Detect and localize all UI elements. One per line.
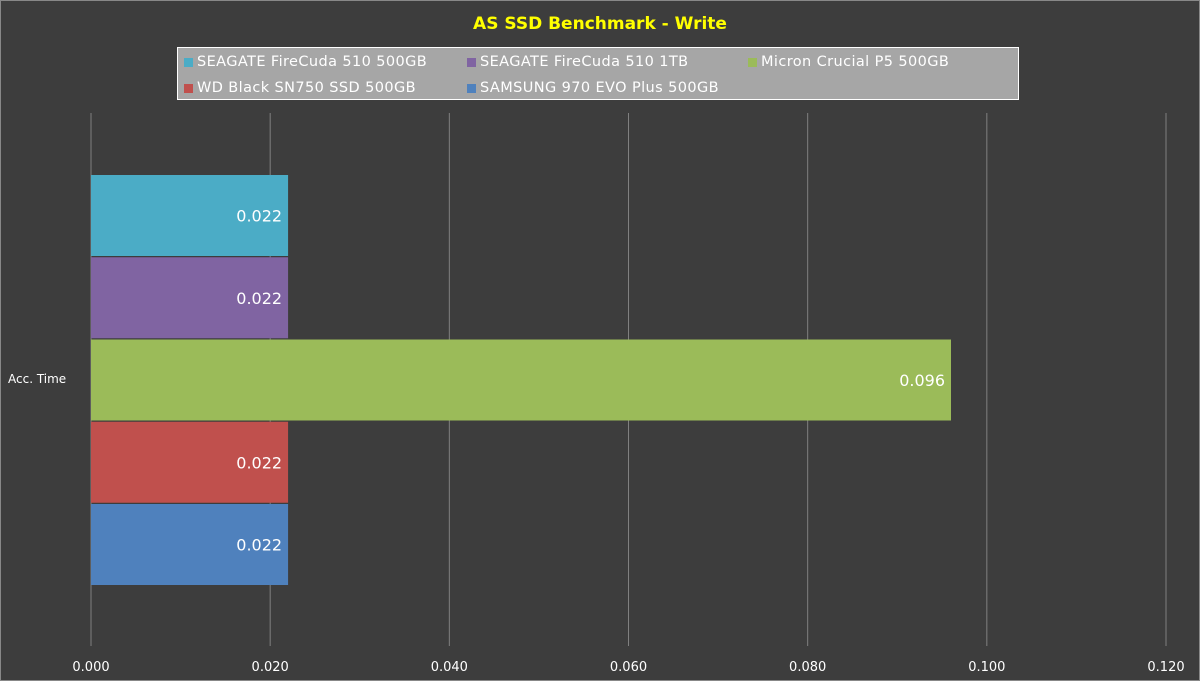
x-tick-label: 0.120 [1147, 660, 1184, 675]
x-tick-label: 0.060 [610, 660, 647, 675]
category-label: Acc. Time [8, 372, 66, 386]
x-tick-label: 0.020 [252, 660, 289, 675]
bar [91, 504, 289, 585]
legend: SEAGATE FireCuda 510 500GB SEAGATE FireC… [177, 47, 1019, 100]
bar [91, 339, 951, 421]
data-label: 0.096 [899, 371, 945, 390]
legend-label: WD Black SN750 SSD 500GB [197, 80, 416, 96]
legend-swatch [184, 83, 193, 93]
legend-label: SEAGATE FireCuda 510 1TB [480, 54, 689, 70]
legend-item: SEAGATE FireCuda 510 500GB [184, 53, 427, 71]
data-label: 0.022 [236, 453, 282, 472]
legend-swatch [467, 57, 476, 67]
legend-label: SAMSUNG 970 EVO Plus 500GB [480, 80, 719, 96]
legend-item: WD Black SN750 SSD 500GB [184, 79, 416, 97]
legend-item: SAMSUNG 970 EVO Plus 500GB [467, 79, 719, 97]
legend-swatch [748, 57, 757, 67]
legend-item: Micron Crucial P5 500GB [748, 53, 949, 71]
data-label: 0.022 [236, 207, 282, 226]
data-label: 0.022 [236, 289, 282, 308]
legend-item: SEAGATE FireCuda 510 1TB [467, 53, 689, 71]
bar [91, 175, 289, 256]
x-tick-label: 0.000 [72, 660, 109, 675]
x-tick-label: 0.080 [789, 660, 826, 675]
bar [91, 257, 289, 339]
legend-swatch [184, 57, 193, 67]
x-tick-label: 0.040 [431, 660, 468, 675]
bar [91, 421, 289, 503]
x-tick-label: 0.100 [968, 660, 1005, 675]
chart-title: AS SSD Benchmark - Write [473, 14, 727, 34]
data-label: 0.022 [236, 536, 282, 555]
legend-label: Micron Crucial P5 500GB [761, 54, 950, 70]
legend-swatch [467, 83, 476, 93]
legend-label: SEAGATE FireCuda 510 500GB [197, 54, 428, 70]
